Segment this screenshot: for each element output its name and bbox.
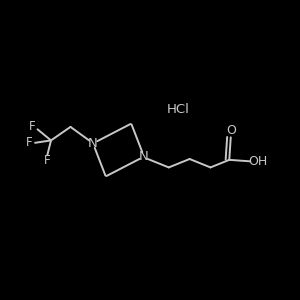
Text: F: F: [29, 120, 35, 134]
Text: N: N: [139, 150, 149, 163]
Text: N: N: [88, 137, 98, 150]
Text: F: F: [44, 154, 51, 167]
Text: HCl: HCl: [167, 103, 190, 116]
Text: OH: OH: [248, 155, 267, 168]
Text: O: O: [226, 124, 236, 137]
Text: F: F: [26, 136, 32, 149]
